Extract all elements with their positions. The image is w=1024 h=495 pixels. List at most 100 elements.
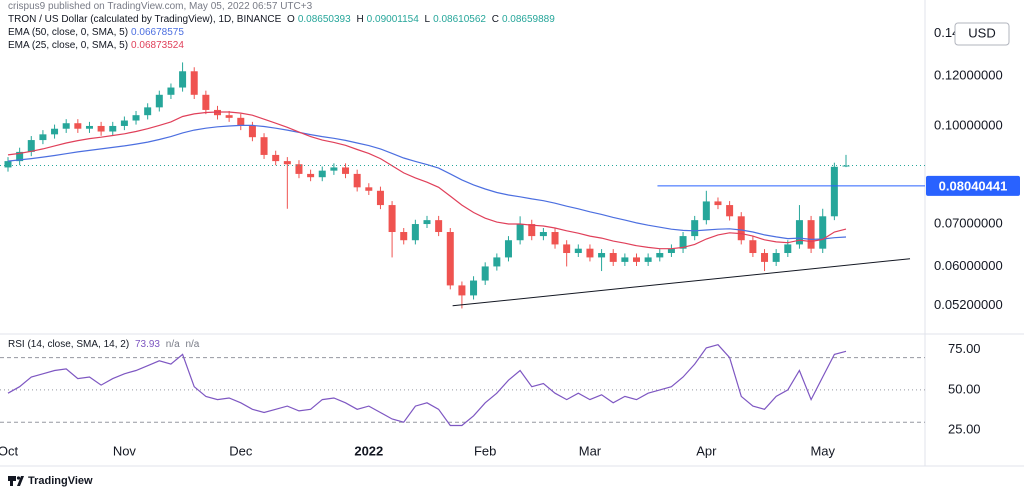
series-name: EMA (50, close, 0, SMA, 5) — [8, 27, 129, 38]
candle-body — [155, 94, 163, 108]
candle-body — [225, 115, 233, 118]
candle-body — [470, 280, 478, 296]
candle-body — [248, 125, 256, 138]
candle-body — [446, 232, 454, 286]
candle-body — [807, 220, 815, 249]
candle-body — [504, 240, 512, 258]
candle-body — [458, 285, 466, 296]
ohlc-label: O — [287, 14, 295, 25]
candle-body — [353, 173, 361, 188]
candle-body — [74, 123, 82, 129]
candle-body — [272, 154, 280, 162]
level-label-box — [926, 175, 1020, 196]
y-tick-label: 0.06000000 — [934, 258, 1003, 273]
x-tick-label: Feb — [474, 443, 496, 458]
candle-body — [679, 236, 687, 249]
x-tick-label: Nov — [113, 443, 137, 458]
candle-body — [16, 151, 24, 162]
series-name: EMA (25, close, 0, SMA, 5) — [8, 40, 129, 51]
price-legend: TRON / US Dollar (calculated by TradingV… — [8, 14, 558, 25]
ema-line — [7, 111, 847, 250]
rsi-line — [7, 344, 847, 427]
candle-body — [598, 253, 606, 258]
candle-body — [819, 216, 827, 249]
candle-body — [85, 125, 93, 129]
x-tick-label: Dec — [229, 443, 253, 458]
candle-body — [656, 253, 664, 258]
candle-body — [749, 240, 757, 254]
candle-body — [167, 87, 175, 95]
candle-body — [691, 220, 699, 237]
candle-body — [109, 125, 117, 132]
candle-body — [411, 224, 419, 241]
candle-body — [51, 128, 59, 135]
candle-body — [400, 232, 408, 241]
candle-body — [481, 266, 489, 281]
candle-body — [179, 71, 187, 88]
candle-body — [132, 115, 140, 121]
ema-legend: EMA (50, close, 0, SMA, 5) 0.06678575 — [8, 27, 187, 38]
candle-body — [295, 164, 303, 174]
ohlc-label: H — [356, 14, 364, 25]
candle-body — [120, 120, 128, 126]
candle-body — [190, 71, 198, 95]
ohlc-value: 0.09001154 — [366, 14, 419, 25]
candle-body — [784, 244, 792, 254]
x-tick-label: Oct — [0, 443, 18, 458]
x-tick-label: 2022 — [354, 443, 383, 458]
candle-body — [667, 248, 675, 254]
candle-body — [609, 253, 617, 262]
rsi-extra: n/a — [165, 339, 180, 350]
y-tick-label: 50.00 — [948, 381, 981, 396]
candle-body — [342, 167, 350, 174]
candle-body — [574, 248, 582, 254]
rsi-title: RSI (14, close, SMA, 14, 2) — [8, 339, 130, 350]
tv-logo — [8, 476, 24, 486]
candle-body — [516, 224, 524, 241]
candle-body — [795, 220, 803, 245]
candle-body — [283, 161, 291, 165]
candle-body — [761, 253, 769, 262]
brand: TradingView — [28, 475, 93, 487]
rsi-legend: RSI (14, close, SMA, 14, 2) 73.93 n/a n/… — [8, 339, 202, 350]
candle-body — [842, 165, 850, 167]
candle-body — [493, 257, 501, 267]
candle-body — [737, 216, 745, 241]
candle-body — [237, 117, 245, 126]
candle-body — [318, 170, 326, 178]
y-tick-label: 75.00 — [948, 341, 981, 356]
published: crispus9 published on TradingView.com, M… — [8, 1, 313, 12]
candle-body — [365, 187, 373, 191]
ema-line — [7, 124, 847, 241]
candle-body — [4, 161, 12, 168]
candle-body — [772, 253, 780, 262]
candle-body — [39, 134, 47, 141]
currency[interactable]: USD — [968, 25, 995, 40]
candle-body — [388, 205, 396, 233]
ohlc-label: C — [491, 14, 499, 25]
series-value: 0.06678575 — [131, 27, 184, 38]
x-tick-label: Mar — [579, 443, 602, 458]
symbol-title: TRON / US Dollar (calculated by TradingV… — [8, 14, 282, 25]
candle-body — [633, 257, 640, 262]
currency-box[interactable] — [954, 22, 1010, 46]
candle-body — [202, 94, 210, 110]
candle-body — [435, 220, 443, 233]
candle-body — [551, 232, 559, 245]
candle-body — [702, 201, 710, 221]
candle-body — [621, 257, 629, 262]
candle-body — [307, 173, 315, 178]
series-value: 0.06873524 — [131, 40, 184, 51]
candle-body — [144, 107, 152, 116]
candle-body — [528, 224, 536, 237]
candle-body — [423, 220, 431, 225]
candle-body — [539, 232, 547, 237]
x-tick-label: May — [810, 443, 835, 458]
trendline — [452, 258, 911, 307]
candle-body — [644, 257, 652, 262]
candle-body — [830, 166, 838, 217]
y-tick-label: 0.07000000 — [934, 215, 1003, 230]
ohlc-label: L — [424, 14, 431, 25]
